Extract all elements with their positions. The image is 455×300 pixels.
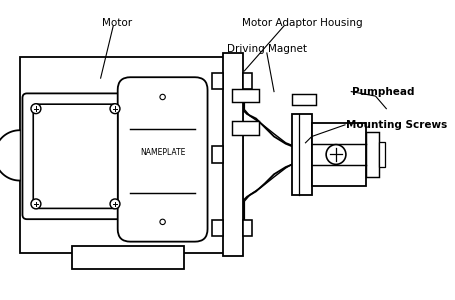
Circle shape <box>160 219 165 225</box>
Text: Driving Magnet: Driving Magnet <box>227 44 307 54</box>
Bar <box>243 73 252 89</box>
Bar <box>212 73 223 89</box>
Bar <box>20 58 225 253</box>
Bar <box>72 246 184 268</box>
Bar <box>90 258 108 265</box>
Circle shape <box>31 104 41 114</box>
FancyBboxPatch shape <box>118 77 207 242</box>
Text: NAMEPLATE: NAMEPLATE <box>140 148 185 157</box>
Circle shape <box>110 199 120 209</box>
Bar <box>223 53 243 256</box>
Bar <box>292 114 312 195</box>
FancyBboxPatch shape <box>22 93 128 219</box>
Bar <box>379 142 384 167</box>
Text: Mounting Screws: Mounting Screws <box>346 120 447 130</box>
Bar <box>243 220 252 236</box>
Bar <box>232 121 259 135</box>
FancyBboxPatch shape <box>33 104 118 208</box>
Bar <box>366 133 379 176</box>
Bar <box>212 146 223 163</box>
Text: Pumphead: Pumphead <box>352 87 415 97</box>
Circle shape <box>110 104 120 114</box>
Circle shape <box>326 145 346 164</box>
Bar <box>292 94 316 105</box>
Circle shape <box>160 94 165 100</box>
Bar <box>232 89 259 102</box>
Bar <box>312 123 366 186</box>
Polygon shape <box>243 82 295 228</box>
Polygon shape <box>0 58 20 253</box>
Circle shape <box>31 199 41 209</box>
Bar <box>212 220 223 236</box>
Text: Motor Adaptor Housing: Motor Adaptor Housing <box>243 18 363 28</box>
Text: Motor: Motor <box>102 18 132 28</box>
